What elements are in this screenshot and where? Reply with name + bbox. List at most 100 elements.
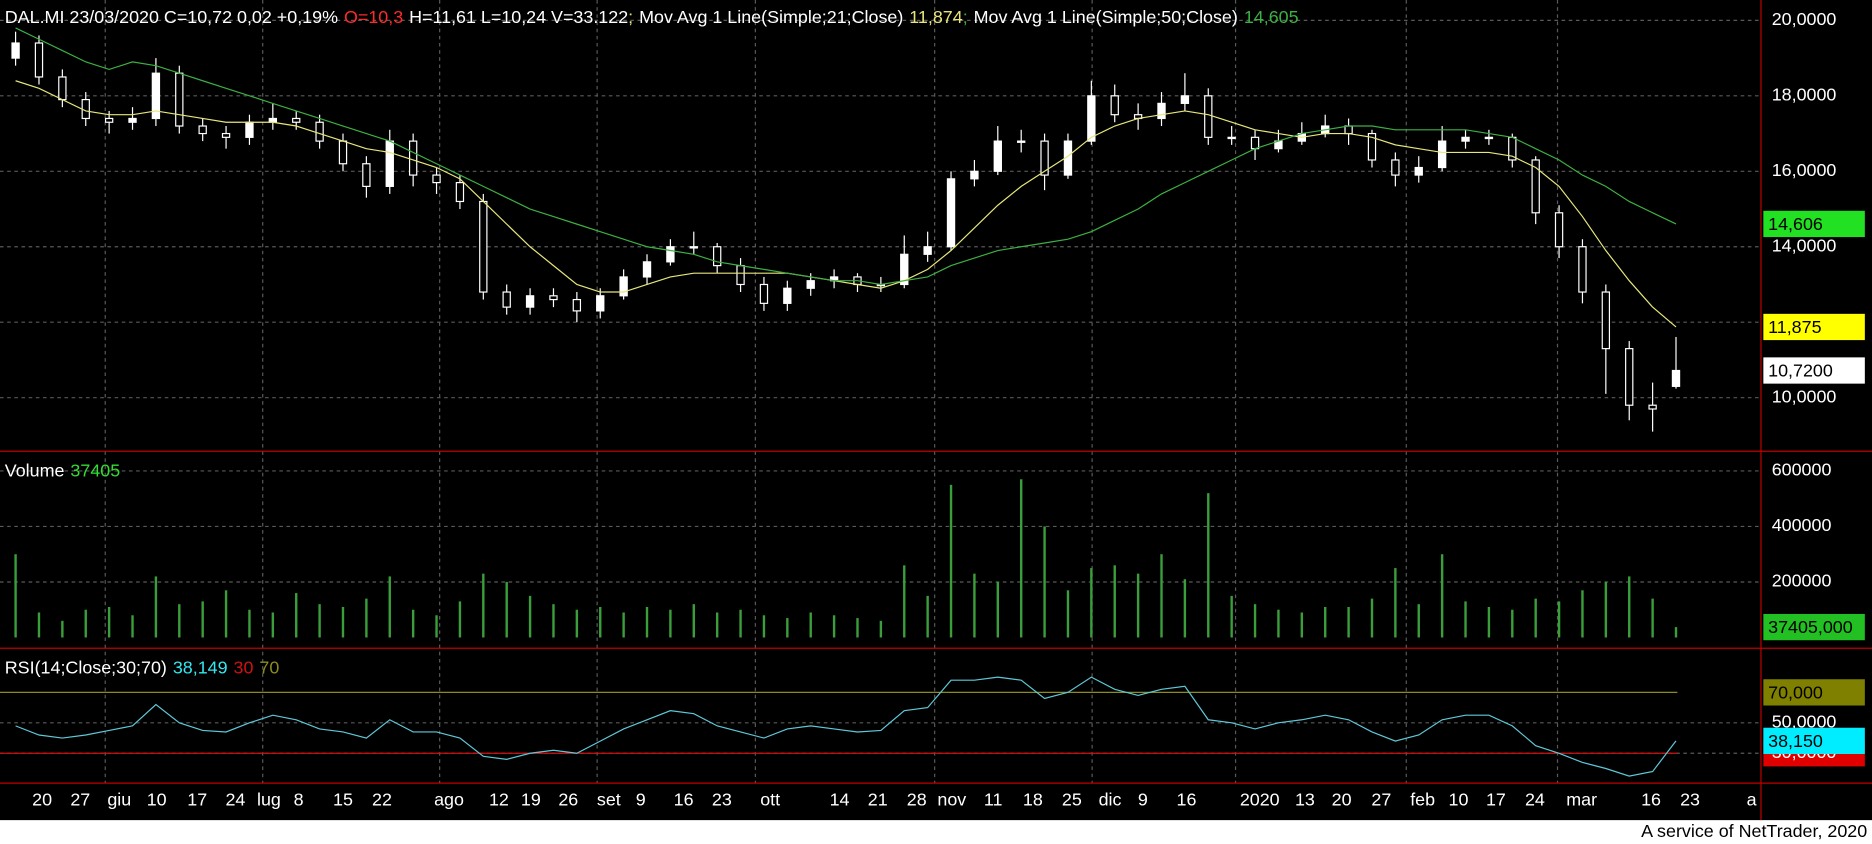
legend-name: RSI(14;Close;30;70) <box>5 657 167 677</box>
y-tick-label: 16,0000 <box>1772 160 1837 180</box>
y-tick-label: 600000 <box>1772 460 1832 480</box>
x-tick-label: lug <box>257 790 281 810</box>
volume-bar <box>1207 493 1210 638</box>
x-tick-label: 16 <box>1641 790 1661 810</box>
value-box <box>1763 313 1865 341</box>
volume-bar <box>856 618 859 638</box>
header: DAL.MI 23/03/2020 C=10,72 0,02 +0,19% O=1… <box>5 7 1299 27</box>
volume-bar <box>341 606 345 638</box>
candle-body <box>1040 140 1049 176</box>
volume-bar <box>365 598 368 638</box>
background <box>0 0 1872 820</box>
volume-bar <box>107 606 111 638</box>
series-line <box>15 80 1677 328</box>
volume-bar <box>458 601 462 638</box>
volume-bar <box>552 604 555 638</box>
volume-bar <box>973 573 976 638</box>
candle-body <box>1648 404 1657 410</box>
value-box-label: 37405,000 <box>1768 617 1853 637</box>
candle-body <box>58 76 67 101</box>
volume-bar <box>1300 612 1304 638</box>
candle-body <box>1437 140 1447 169</box>
candle-body <box>1087 95 1096 142</box>
legend-value: 14,605 <box>1244 7 1299 27</box>
volume-bar <box>1487 606 1491 638</box>
x-tick-label: nov <box>937 790 966 810</box>
volume-bar <box>715 612 719 638</box>
x-tick-label: 17 <box>187 790 207 810</box>
candle-body <box>1344 125 1353 135</box>
level-label: 70 <box>259 657 279 677</box>
candle-body <box>81 99 90 120</box>
volume-bar <box>832 615 836 638</box>
x-tick-label: a <box>1747 790 1757 810</box>
x-tick-label: 8 <box>294 790 304 810</box>
candle-body <box>432 174 441 184</box>
volume-bar <box>1113 565 1116 638</box>
volume-bar <box>879 620 883 638</box>
x-tick-label: 27 <box>1371 790 1391 810</box>
x-tick-label: 28 <box>907 790 927 810</box>
volume-bar <box>1674 627 1678 638</box>
level-label: 30 <box>234 657 254 677</box>
x-tick-label: dic <box>1099 790 1122 810</box>
candle-body <box>1554 212 1564 248</box>
volume-bar <box>1136 573 1140 638</box>
candle-body <box>1531 159 1540 214</box>
candle-body <box>1110 95 1119 116</box>
volume-bar <box>1557 601 1561 638</box>
volume-bar <box>1464 601 1467 638</box>
candle-body <box>479 200 488 293</box>
volume-bar <box>482 573 485 638</box>
volume-bar <box>1394 568 1397 638</box>
volume-bar <box>154 576 158 638</box>
volume-bar <box>926 595 929 638</box>
candle-body <box>362 163 371 187</box>
candle-body <box>923 246 932 255</box>
header-segment: H=11,61 L=10,24 V=33.122 <box>409 7 628 27</box>
x-tick-label: 11 <box>984 790 1003 810</box>
volume-bar <box>786 618 789 638</box>
footer-background <box>0 820 1872 844</box>
legend-separator: ; <box>963 7 968 27</box>
series-line <box>15 27 1677 286</box>
x-tick-label: 22 <box>372 790 392 810</box>
volume-bar <box>84 609 87 638</box>
x-tick-label: set <box>597 790 621 810</box>
legend-name: Mov Avg 1 Line(Simple;50;Close) <box>974 7 1238 27</box>
candle-body <box>993 140 1002 172</box>
value-box-label: 70,000 <box>1768 682 1823 702</box>
volume-bar <box>996 581 999 638</box>
candle-body <box>759 283 769 304</box>
candle-body <box>1391 159 1400 176</box>
x-tick-label: 23 <box>712 790 732 810</box>
candle-body <box>128 117 137 123</box>
candle-body <box>783 287 792 304</box>
volume-bar <box>1511 609 1514 638</box>
x-tick-label: 12 <box>489 790 509 810</box>
volume-bar <box>388 576 391 638</box>
volume-bar <box>1183 579 1187 638</box>
candle-body <box>806 280 815 289</box>
candle-body <box>666 246 675 263</box>
volume-bar <box>131 615 134 638</box>
x-tick-label: 20 <box>1332 790 1352 810</box>
value-box <box>1763 679 1865 706</box>
x-tick-label: 27 <box>70 790 90 810</box>
candle-body <box>1601 291 1611 350</box>
legend-separator: ; <box>628 7 633 27</box>
volume-bar <box>1324 606 1327 638</box>
x-tick-label: 10 <box>1449 790 1469 810</box>
volume-bar <box>809 612 812 638</box>
volume-bar <box>1604 581 1608 638</box>
candle-body <box>689 246 698 249</box>
candle-body <box>315 121 324 142</box>
volume-bar <box>178 604 181 638</box>
volume-bar <box>1090 568 1093 638</box>
volume-bar <box>295 593 298 638</box>
candle-body <box>292 117 301 123</box>
volume-bar <box>201 601 204 638</box>
x-tick-label: 17 <box>1486 790 1506 810</box>
candle-body <box>1250 136 1260 150</box>
candle-body <box>221 132 231 138</box>
